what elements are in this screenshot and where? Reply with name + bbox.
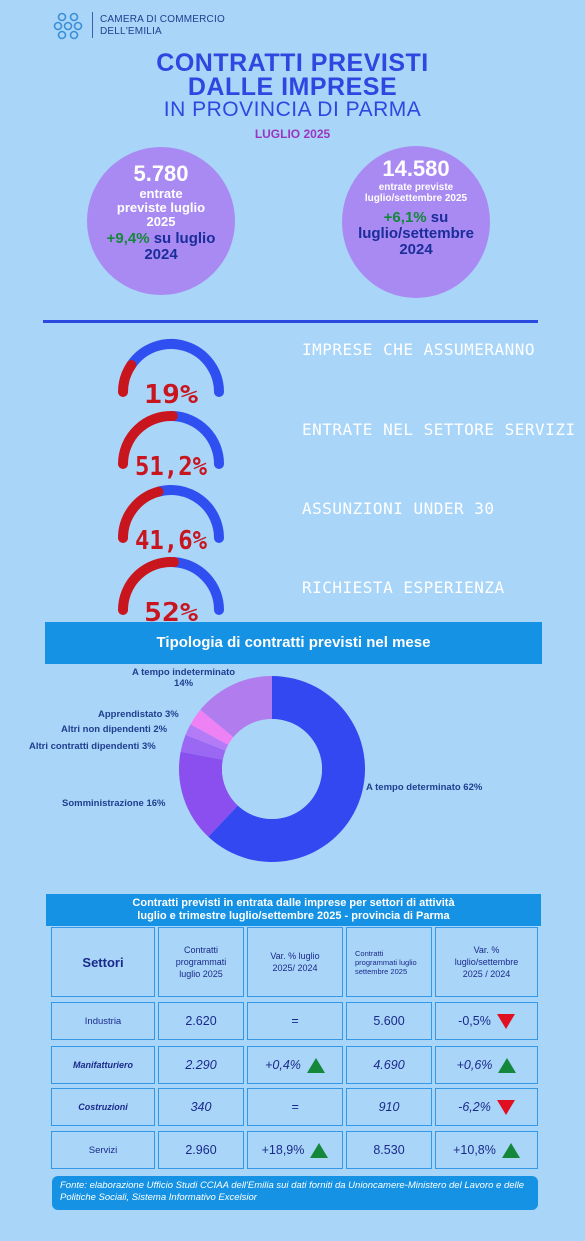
contract-types-banner: Tipologia di contratti previsti nel mese <box>45 622 542 664</box>
table-cell-var-month: = <box>247 1002 343 1040</box>
table-cell-var-quarter: -0,5% <box>435 1002 538 1040</box>
table-cell-sector: Costruzioni <box>51 1088 155 1126</box>
organization-name: CAMERA DI COMMERCIO DELL'EMILIA <box>100 14 225 37</box>
kpi-monthly-variation: +9,4% su luglio 2024 <box>106 230 216 263</box>
gauge-percent: 41,6% <box>135 526 207 554</box>
month-label: LUGLIO 2025 <box>254 127 331 141</box>
gauge-fill <box>118 486 164 543</box>
donut-label-apprendistato: Apprendistato 3% <box>98 709 179 720</box>
title-line-2: DALLE IMPRESE <box>187 73 398 101</box>
gauge-fill <box>118 411 178 469</box>
source-footnote: Fonte: elaborazione Ufficio Studi CCIAA … <box>52 1176 538 1210</box>
section-divider <box>43 320 538 323</box>
chamber-logo-icon <box>53 12 83 40</box>
gauge-label-imprese: IMPRESE CHE ASSUMERANNO <box>302 340 536 359</box>
title-line-1: CONTRATTI PREVISTI <box>156 49 429 77</box>
table-cell-sector: Manifatturiero <box>51 1046 155 1084</box>
gauge-label-under30: ASSUNZIONI UNDER 30 <box>302 499 495 518</box>
gauge-imprese: 19% <box>112 338 230 410</box>
table-cell-quarter: 4.690 <box>346 1046 432 1084</box>
trend-up-icon <box>306 1057 325 1073</box>
donut-label-indeterminato: A tempo indeterminato 14% <box>132 667 236 689</box>
donut-slice-2 <box>180 734 226 760</box>
header-sector: Settori <box>51 927 155 997</box>
header-var-month: Var. % luglio 2025/ 2024 <box>247 927 343 997</box>
gauge-percent: 19% <box>144 380 198 408</box>
gauge-esperienza: 52% <box>112 556 230 628</box>
trend-up-icon <box>310 1142 329 1158</box>
donut-label-altri-non-dipendenti: Altri non dipendenti 2% <box>61 724 168 735</box>
gauge-label-servizi: ENTRATE NEL SETTORE SERVIZI <box>302 420 576 439</box>
gauge-label-esperienza: RICHIESTA ESPERIENZA <box>302 578 505 597</box>
donut-slice-5 <box>200 676 272 738</box>
kpi-monthly-label: entrate previste luglio 2025 <box>116 186 206 229</box>
kpi-quarter-value: 14.580 <box>382 156 450 181</box>
kpi-quarter-label: entrate previste luglio/settembre 2025 <box>364 182 468 204</box>
table-cell-month: 340 <box>158 1088 244 1126</box>
gauge-track <box>169 557 224 615</box>
table-cell-var-quarter: +10,8% <box>435 1131 538 1169</box>
table-cell-var-quarter: +0,6% <box>435 1046 538 1084</box>
donut-label-determinato: A tempo determinato 62% <box>366 782 483 793</box>
table-cell-quarter: 8.530 <box>346 1131 432 1169</box>
table-cell-var-month: +0,4% <box>247 1046 343 1084</box>
gauge-percent: 51,2% <box>135 452 207 480</box>
donut-slice-0 <box>208 676 365 862</box>
trend-down-icon <box>496 1013 515 1029</box>
table-cell-month: 2.620 <box>158 1002 244 1040</box>
kpi-quarter-circle: 14.580 entrate previste luglio/settembre… <box>342 146 490 298</box>
gauge-under30: 41,6% <box>112 484 230 556</box>
table-cell-sector: Industria <box>51 1002 155 1040</box>
donut-hole <box>222 719 322 819</box>
table-cell-month: 2.290 <box>158 1046 244 1084</box>
header-quarter: Contratti programmati luglio settembre 2… <box>346 927 432 997</box>
kpi-monthly-circle: 5.780 entrate previste luglio 2025 +9,4%… <box>87 147 235 295</box>
trend-up-icon <box>501 1142 520 1158</box>
table-cell-quarter: 5.600 <box>346 1002 432 1040</box>
table-cell-quarter: 910 <box>346 1088 432 1126</box>
title-line-3: IN PROVINCIA DI PARMA <box>163 98 422 121</box>
trend-up-icon <box>498 1057 517 1073</box>
table-title: Contratti previsti in entrata dalle impr… <box>46 894 541 926</box>
gauge-track <box>167 411 224 469</box>
header-month: Contratti programmati luglio 2025 <box>158 927 244 997</box>
table-cell-var-month: = <box>247 1088 343 1126</box>
gauge-fill <box>118 360 137 397</box>
header-var-quarter: Var. % luglio/settembre 2025 / 2024 <box>435 927 538 997</box>
gauge-track <box>126 339 224 397</box>
logo-separator <box>92 12 93 38</box>
donut-slice-1 <box>179 751 238 837</box>
gauge-servizi: 51,2% <box>112 410 230 482</box>
donut-slice-3 <box>185 724 229 751</box>
donut-slice-4 <box>190 709 234 745</box>
table-cell-var-quarter: -6,2% <box>435 1088 538 1126</box>
table-cell-var-month: +18,9% <box>247 1131 343 1169</box>
kpi-quarter-variation: +6,1% su luglio/settembre 2024 <box>358 209 474 258</box>
trend-down-icon <box>496 1099 515 1115</box>
contracts-donut-chart <box>179 676 365 862</box>
gauge-track <box>153 485 224 543</box>
table-cell-sector: Servizi <box>51 1131 155 1169</box>
donut-label-altri-dipendenti: Altri contratti dipendenti 3% <box>29 741 156 752</box>
table-cell-month: 2.960 <box>158 1131 244 1169</box>
donut-label-somministrazione: Somministrazione 16% <box>62 798 166 809</box>
gauge-fill <box>118 557 180 615</box>
kpi-monthly-value: 5.780 <box>133 161 189 186</box>
